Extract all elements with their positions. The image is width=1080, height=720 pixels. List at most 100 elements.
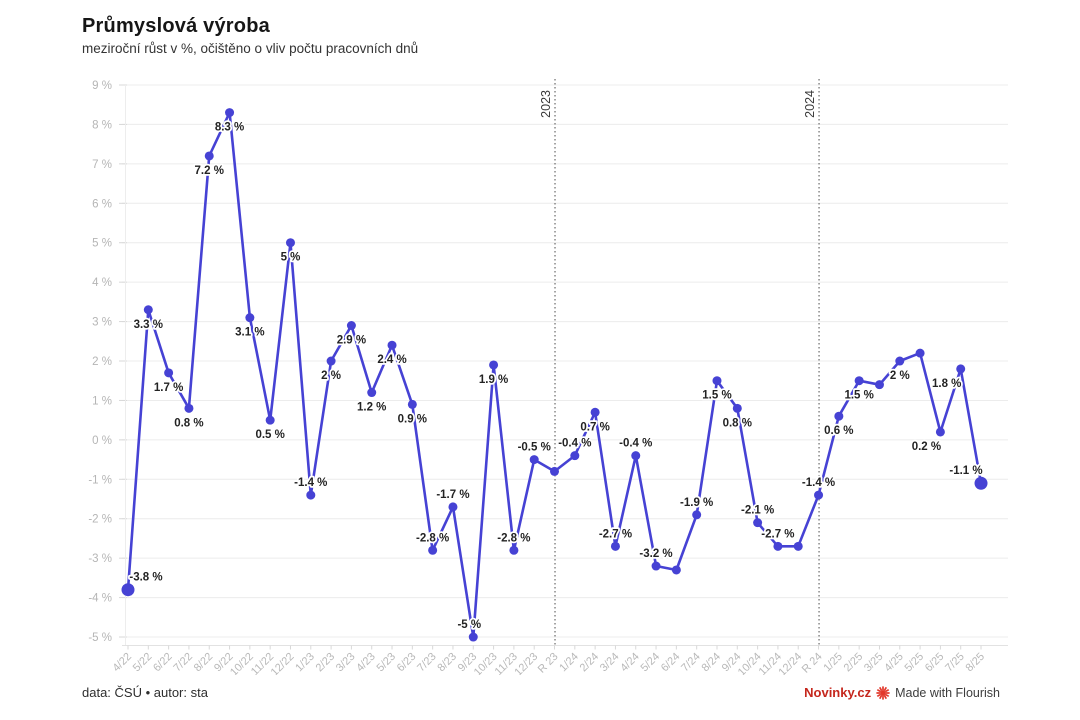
data-point[interactable]	[915, 348, 925, 358]
data-point[interactable]	[468, 632, 478, 642]
data-point-label: -0.5 %	[518, 442, 551, 454]
data-point[interactable]	[651, 561, 661, 571]
data-point[interactable]	[285, 238, 295, 248]
data-point[interactable]	[773, 541, 783, 551]
data-point-label: -1.4 %	[802, 477, 835, 489]
y-axis-tick-label: 2 %	[92, 356, 112, 368]
data-point[interactable]	[631, 451, 641, 461]
x-axis-tick-label: 2/23	[314, 651, 338, 675]
data-point[interactable]	[245, 313, 255, 323]
data-point[interactable]	[895, 356, 905, 366]
flourish-icon-ray	[884, 693, 890, 697]
x-axis-tick-label: 5/25	[903, 651, 927, 675]
novinky-logo[interactable]: Novinky.cz	[804, 685, 872, 700]
data-point-label: -2.1 %	[741, 505, 774, 517]
data-point[interactable]	[204, 151, 214, 161]
y-axis-tick-label: 4 %	[92, 277, 112, 289]
data-point[interactable]	[935, 427, 945, 437]
data-point-label: 8.3 %	[215, 122, 244, 134]
data-point-label: 3.1 %	[235, 327, 264, 339]
data-point[interactable]	[671, 565, 681, 575]
x-axis-tick-label: 4/24	[618, 651, 642, 675]
x-axis-tick-label: 12/22	[269, 651, 297, 675]
data-point[interactable]	[753, 518, 763, 528]
chart-title: Průmyslová výroba	[82, 15, 270, 37]
data-point[interactable]	[509, 545, 519, 555]
data-point-label: 0.2 %	[912, 441, 941, 453]
data-point[interactable]	[590, 407, 600, 417]
data-point-label: -1.1 %	[949, 465, 982, 477]
data-point[interactable]	[184, 403, 194, 413]
data-point-label: 2 %	[321, 370, 341, 382]
data-point[interactable]	[854, 376, 864, 386]
x-axis-tick-label: 1/25	[821, 651, 845, 675]
flourish-icon-ray	[884, 688, 890, 692]
data-point-label: 2.9 %	[337, 335, 366, 347]
flourish-icon-ray	[879, 686, 883, 691]
data-point-label: 1.7 %	[154, 382, 183, 394]
data-point[interactable]	[974, 476, 988, 490]
flourish-icon-ray	[883, 694, 888, 699]
data-point[interactable]	[610, 541, 620, 551]
made-with-flourish-label[interactable]: Made with Flourish	[895, 685, 1000, 700]
data-point-label: 0.9 %	[398, 413, 427, 425]
data-point-label: -5 %	[457, 619, 481, 631]
x-axis-tick-label: 12/23	[512, 651, 540, 675]
data-point-label: -3.8 %	[129, 572, 162, 584]
data-point[interactable]	[874, 380, 884, 390]
data-point-label: 7.2 %	[195, 165, 224, 177]
data-point-label: -0.4 %	[558, 438, 591, 450]
data-point[interactable]	[428, 545, 438, 555]
data-point[interactable]	[732, 403, 742, 413]
x-axis-tick-label: 5/24	[639, 651, 663, 675]
data-point[interactable]	[407, 399, 417, 409]
data-point-label: 0.8 %	[174, 417, 203, 429]
year-divider-label: 2023	[539, 90, 553, 118]
x-axis-tick-label: 4/22	[110, 651, 134, 675]
x-axis-tick-label: 8/25	[964, 651, 988, 675]
y-axis-tick-label: -5 %	[88, 632, 112, 644]
data-point-label: -1.7 %	[436, 489, 469, 501]
data-point[interactable]	[367, 388, 377, 398]
data-point[interactable]	[164, 368, 174, 378]
x-axis-tick-label: 5/23	[375, 651, 399, 675]
chart-subtitle: meziroční růst v %, očištěno o vliv počt…	[82, 41, 419, 56]
x-axis-tick-label: 4/25	[882, 651, 906, 675]
x-axis-tick-label: 6/24	[659, 651, 683, 675]
data-point[interactable]	[346, 321, 356, 331]
data-point[interactable]	[550, 466, 560, 476]
data-point-label: -1.4 %	[294, 477, 327, 489]
data-point[interactable]	[956, 364, 966, 374]
data-point[interactable]	[489, 360, 499, 370]
data-point[interactable]	[570, 451, 580, 461]
data-point[interactable]	[692, 510, 702, 520]
chart-header: Průmyslová výroba meziroční růst v %, oč…	[0, 0, 1080, 75]
y-axis-tick-label: 5 %	[92, 238, 112, 250]
y-axis-tick-label: -4 %	[88, 593, 112, 605]
data-point[interactable]	[712, 376, 722, 386]
data-point-label: -0.4 %	[619, 438, 652, 450]
x-axis-tick-label: R 23	[536, 651, 561, 675]
data-point[interactable]	[326, 356, 336, 366]
data-point[interactable]	[306, 490, 316, 500]
data-credits: data: ČSÚ • autor: sta	[82, 685, 208, 700]
data-point[interactable]	[448, 502, 458, 512]
data-point[interactable]	[529, 455, 539, 465]
data-point[interactable]	[793, 541, 803, 551]
data-point[interactable]	[225, 108, 235, 118]
x-axis-tick-label: 8/22	[192, 651, 216, 675]
data-point-label: 5 %	[281, 252, 301, 264]
data-point[interactable]	[265, 415, 275, 425]
data-point[interactable]	[387, 340, 397, 350]
y-axis-tick-label: -2 %	[88, 514, 112, 526]
data-point[interactable]	[834, 411, 844, 421]
y-axis-tick-label: 7 %	[92, 159, 112, 171]
flourish-icon-ray	[883, 686, 888, 691]
data-point[interactable]	[814, 490, 824, 500]
data-point[interactable]	[121, 583, 135, 597]
x-axis-tick-label: 6/23	[395, 651, 419, 675]
data-point-label: 0.6 %	[824, 425, 853, 437]
data-point[interactable]	[143, 305, 153, 315]
year-divider-label: 2024	[803, 90, 817, 118]
